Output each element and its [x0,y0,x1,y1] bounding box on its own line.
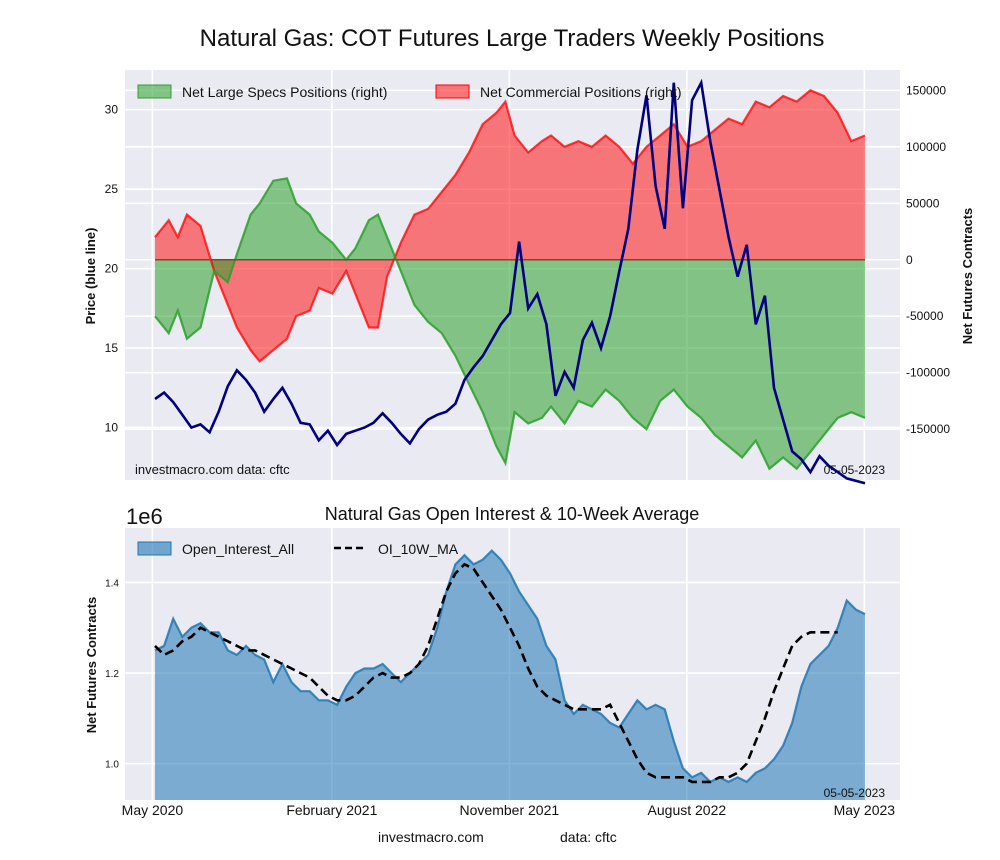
legend-label-open-interest: Open_Interest_All [182,541,294,557]
top-left-tick-label: 15 [105,341,119,355]
top-right-tick-label: 100000 [906,140,946,154]
top-left-tick-label: 20 [105,262,119,276]
top-watermark-date: 05-05-2023 [824,463,886,477]
top-left-tick-label: 25 [105,182,119,196]
bottom-offset-label: 1e6 [126,504,163,529]
bottom-y-ticks: 1.0 1.2 1.4 [105,578,119,770]
top-right-tick-label: 0 [906,253,913,267]
commercial-line [154,89,866,363]
top-right-tick-label: 150000 [906,83,946,97]
top-left-tick-label: 10 [105,421,119,435]
specs-area [155,178,865,469]
bottom-x-tick-label: November 2021 [460,802,560,818]
bottom-legend: Open_Interest_All OI_10W_MA [137,541,459,557]
figure-title: Natural Gas: COT Futures Large Traders W… [200,25,825,52]
bottom-watermark-date: 05-05-2023 [824,786,886,800]
legend-swatch-open-interest [137,541,172,556]
top-right-tick-label: -150000 [906,422,950,436]
top-right-tick-label: -50000 [906,309,944,323]
bottom-x-tick-label: May 2023 [834,802,896,818]
bottom-x-ticks: May 2020 February 2021 November 2021 August… [122,802,896,818]
bottom-chart: 1.0 1.2 1.4 May 2020 February 2021 November … [84,504,900,818]
top-left-ticks: 10 15 20 25 30 [105,103,119,435]
footer-source: data: cftc [560,829,617,845]
legend-label-ma: OI_10W_MA [378,541,459,557]
bottom-x-tick-label: May 2020 [122,802,184,818]
top-right-tick-label: 50000 [906,196,940,210]
open-interest-area [155,550,865,800]
legend-swatch-commercial [435,84,470,99]
top-left-tick-label: 30 [105,103,119,117]
bottom-y-tick-label: 1.4 [105,578,119,589]
footer-site: investmacro.com [378,829,484,845]
bottom-y-tick-label: 1.2 [105,669,119,680]
bottom-chart-title: Natural Gas Open Interest & 10-Week Aver… [325,504,700,524]
bottom-y-tick-label: 1.0 [105,760,119,771]
top-series-layer [154,78,866,485]
bottom-x-tick-label: February 2021 [286,802,377,818]
price-line [154,78,866,485]
top-legend: Net Large Specs Positions (right) Net Co… [137,84,682,100]
top-right-tick-label: -100000 [906,366,950,380]
legend-label-specs: Net Large Specs Positions (right) [182,84,387,100]
top-right-axis-label: Net Futures Contracts [960,208,975,345]
open-interest-line [154,549,866,784]
legend-label-commercial: Net Commercial Positions (right) [480,84,682,100]
ma-line [154,562,838,784]
bottom-y-axis-label: Net Futures Contracts [84,597,99,734]
top-watermark-left: investmacro.com data: cftc [135,462,290,477]
bottom-series-layer [154,549,866,800]
legend-swatch-specs [137,84,172,99]
specs-line [154,177,866,471]
top-right-ticks: -150000 -100000 -50000 0 50000 100000 150000 [906,83,950,436]
top-chart: 10 15 20 25 30 -150000 -100000 -50000 0 50000 100… [83,70,975,485]
top-left-axis-label: Price (blue line) [83,228,98,325]
bottom-x-tick-label: August 2022 [648,802,727,818]
